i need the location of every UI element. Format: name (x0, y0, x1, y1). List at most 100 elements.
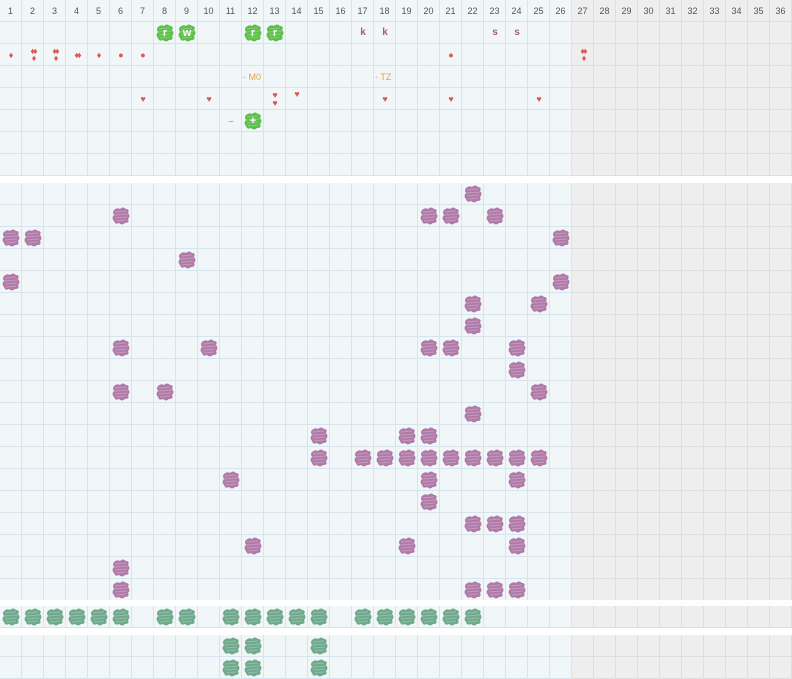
middle-section-cell[interactable] (638, 381, 660, 403)
top-section-cell[interactable] (176, 154, 198, 176)
purple-tile[interactable] (485, 514, 505, 534)
teal-tile[interactable] (67, 607, 87, 627)
middle-section-cell[interactable] (220, 205, 242, 227)
middle-section-cell[interactable] (572, 447, 594, 469)
middle-section-cell[interactable] (594, 513, 616, 535)
top-section-cell[interactable] (506, 88, 528, 110)
middle-section-cell[interactable] (616, 293, 638, 315)
middle-section-cell[interactable] (132, 557, 154, 579)
middle-section-cell[interactable] (748, 535, 770, 557)
middle-section-cell[interactable] (330, 205, 352, 227)
middle-section-cell[interactable] (0, 403, 22, 425)
bottom-section-cell[interactable] (44, 635, 66, 657)
middle-section-cell[interactable] (616, 447, 638, 469)
middle-section-cell[interactable] (242, 381, 264, 403)
middle-section-cell[interactable] (286, 491, 308, 513)
bottom-section-cell[interactable] (418, 657, 440, 679)
bottom-section-cell[interactable] (396, 657, 418, 679)
middle-section-cell[interactable] (572, 557, 594, 579)
bottom-section-cell[interactable] (176, 657, 198, 679)
middle-section-cell[interactable] (396, 337, 418, 359)
middle-section-cell[interactable] (242, 337, 264, 359)
top-section-cell[interactable] (572, 132, 594, 154)
middle-section-cell[interactable] (286, 447, 308, 469)
middle-section-cell[interactable] (616, 513, 638, 535)
top-section-cell[interactable] (286, 154, 308, 176)
middle-section-cell[interactable] (308, 205, 330, 227)
bottom-section-cell[interactable] (660, 635, 682, 657)
top-section-cell[interactable] (374, 132, 396, 154)
middle-section-cell[interactable] (660, 403, 682, 425)
teal-tile[interactable] (221, 607, 241, 627)
top-section-cell[interactable] (704, 132, 726, 154)
middle-section-cell[interactable] (660, 491, 682, 513)
middle-section-cell[interactable] (264, 403, 286, 425)
top-section-cell[interactable] (110, 44, 132, 66)
middle-section-cell[interactable] (154, 227, 176, 249)
middle-section-cell[interactable] (550, 579, 572, 601)
top-section-cell[interactable] (220, 88, 242, 110)
teal-tile[interactable] (463, 607, 483, 627)
top-section-cell[interactable] (22, 110, 44, 132)
top-section-cell[interactable] (264, 22, 286, 44)
middle-section-cell[interactable] (440, 293, 462, 315)
teal-tile[interactable] (243, 607, 263, 627)
middle-section-cell[interactable] (22, 469, 44, 491)
middle-section-cell[interactable] (220, 227, 242, 249)
middle-section-cell[interactable] (616, 227, 638, 249)
middle-section-cell[interactable] (418, 381, 440, 403)
top-section-cell[interactable] (660, 110, 682, 132)
middle-section-cell[interactable] (308, 579, 330, 601)
middle-section-cell[interactable] (726, 337, 748, 359)
middle-section-cell[interactable] (682, 183, 704, 205)
middle-section-cell[interactable] (110, 337, 132, 359)
middle-section-cell[interactable] (484, 381, 506, 403)
middle-section-cell[interactable] (616, 491, 638, 513)
top-section-cell[interactable] (396, 88, 418, 110)
middle-section-cell[interactable] (154, 557, 176, 579)
top-section-cell[interactable] (154, 44, 176, 66)
top-section-cell[interactable] (616, 66, 638, 88)
middle-section-cell[interactable] (638, 425, 660, 447)
middle-section-cell[interactable] (484, 425, 506, 447)
top-section-cell[interactable] (594, 66, 616, 88)
middle-section-cell[interactable] (22, 513, 44, 535)
middle-section-cell[interactable] (0, 447, 22, 469)
top-section-cell[interactable] (352, 132, 374, 154)
middle-section-cell[interactable] (264, 425, 286, 447)
top-section-cell[interactable] (132, 110, 154, 132)
middle-section-cell[interactable] (528, 491, 550, 513)
top-section-cell[interactable] (682, 88, 704, 110)
bottom-section-cell[interactable] (88, 635, 110, 657)
middle-section-cell[interactable] (396, 271, 418, 293)
top-section-cell[interactable] (484, 66, 506, 88)
middle-section-cell[interactable] (440, 557, 462, 579)
middle-section-cell[interactable] (374, 491, 396, 513)
top-section-cell[interactable] (682, 22, 704, 44)
top-section-cell[interactable] (528, 22, 550, 44)
middle-section-cell[interactable] (44, 513, 66, 535)
middle-section-cell[interactable] (374, 469, 396, 491)
middle-section-cell[interactable] (748, 227, 770, 249)
bottom-section-cell[interactable] (572, 657, 594, 679)
middle-section-cell[interactable] (66, 425, 88, 447)
middle-section-cell[interactable] (242, 403, 264, 425)
middle-section-cell[interactable] (616, 403, 638, 425)
bottom-section-cell[interactable] (330, 657, 352, 679)
bottom-section-cell[interactable] (154, 606, 176, 628)
bottom-section-cell[interactable] (374, 635, 396, 657)
middle-section-cell[interactable] (132, 271, 154, 293)
middle-section-cell[interactable] (22, 491, 44, 513)
middle-section-cell[interactable] (264, 227, 286, 249)
middle-section-cell[interactable] (462, 293, 484, 315)
middle-section-cell[interactable] (374, 205, 396, 227)
middle-section-cell[interactable] (462, 557, 484, 579)
bottom-section-cell[interactable] (462, 657, 484, 679)
middle-section-cell[interactable] (660, 447, 682, 469)
top-section-cell[interactable] (110, 22, 132, 44)
middle-section-cell[interactable] (440, 491, 462, 513)
purple-tile[interactable] (419, 206, 439, 226)
middle-section-cell[interactable] (550, 337, 572, 359)
middle-section-cell[interactable] (88, 381, 110, 403)
middle-section-cell[interactable] (550, 491, 572, 513)
